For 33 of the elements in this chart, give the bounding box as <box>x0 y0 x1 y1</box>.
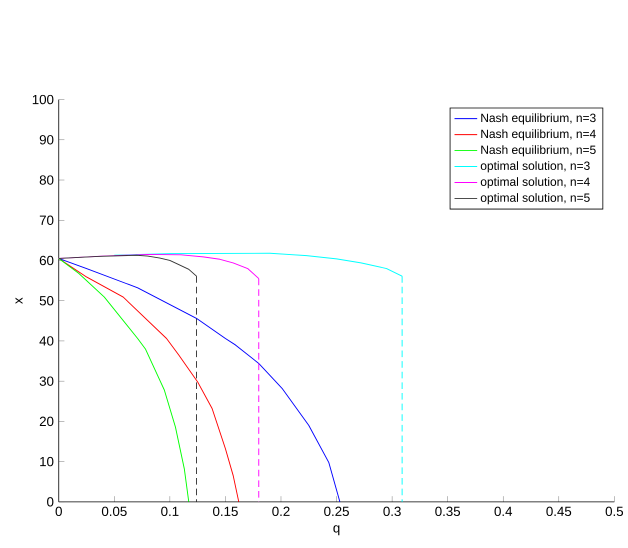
x-tick-label: 0 <box>56 506 62 516</box>
x-tick-label: 0.5 <box>606 506 624 516</box>
y-tick-label: 50 <box>40 296 54 306</box>
y-tick-label: 100 <box>32 95 54 104</box>
y-tick-label: 20 <box>40 416 54 426</box>
line-series <box>58 258 340 502</box>
legend-label: optimal solution, n=5 <box>480 193 590 204</box>
y-tick-label: 70 <box>40 216 54 226</box>
y-tick-label: 0 <box>47 497 54 507</box>
y-tick-label: 80 <box>40 175 54 185</box>
legend-label: optimal solution, n=3 <box>480 161 590 173</box>
y-tick-label: 60 <box>40 256 54 266</box>
x-tick-label: 0.2 <box>272 506 290 516</box>
x-tick-label: 0.4 <box>494 506 512 516</box>
x-tick-label: 0.05 <box>102 506 127 516</box>
x-tick-label: 0.25 <box>324 506 349 516</box>
x-tick-label: 0.1 <box>161 506 178 516</box>
y-tick-label: 90 <box>40 135 54 145</box>
y-tick-label: 30 <box>40 376 54 386</box>
line-series <box>58 258 240 502</box>
x-axis-title: q <box>333 525 340 536</box>
x-tick-label: 0.35 <box>435 506 460 516</box>
line-series <box>58 258 190 502</box>
legend-label: Nash equilibrium, n=5 <box>481 145 596 157</box>
legend-label: optimal solution, n=4 <box>480 177 590 188</box>
legend-label: Nash equilibrium, n=4 <box>481 129 596 141</box>
y-tick-label: 40 <box>39 336 54 346</box>
x-tick-label: 0.45 <box>546 506 572 516</box>
x-tick-label: 0.15 <box>213 506 238 516</box>
y-tick-label: 10 <box>40 457 54 466</box>
y-axis-title: x <box>16 298 23 304</box>
legend-label: Nash equilibrium, n=3 <box>481 113 596 125</box>
x-tick-label: 0.3 <box>383 506 401 516</box>
